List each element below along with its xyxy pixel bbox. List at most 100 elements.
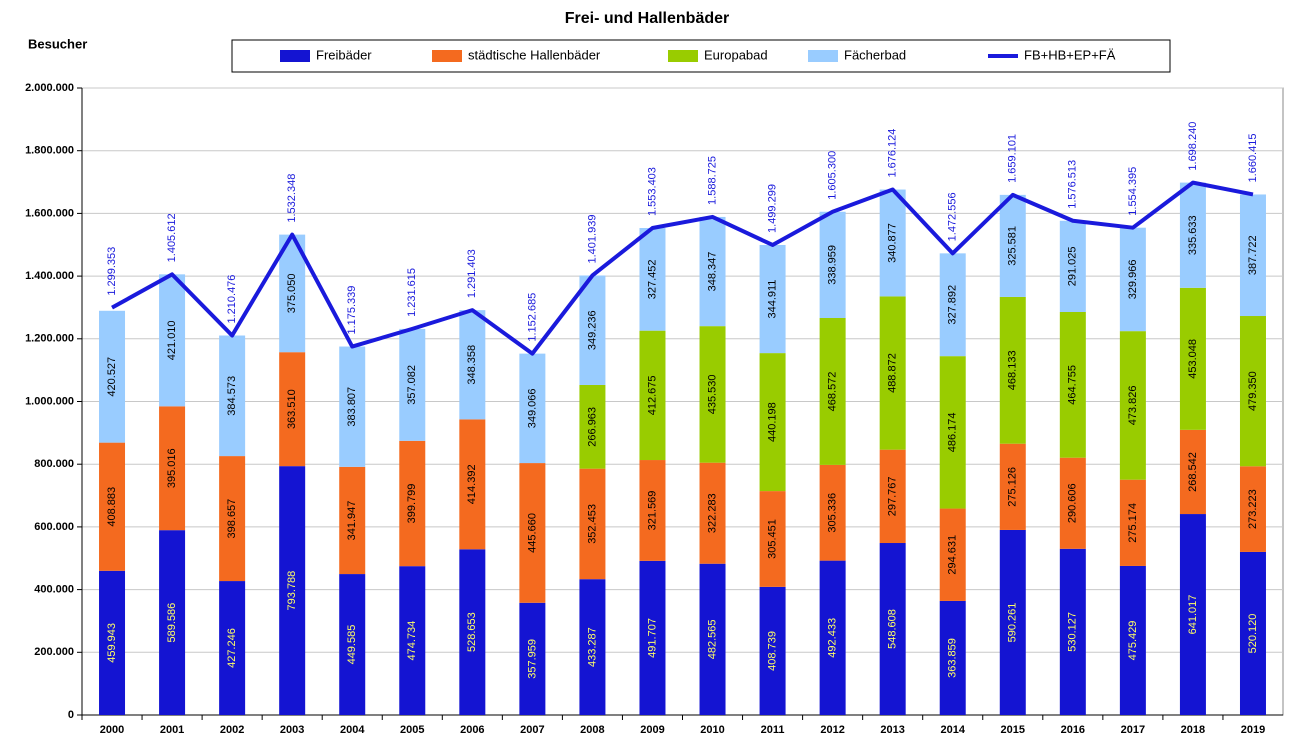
- value-label: 440.198: [766, 402, 778, 442]
- value-label: 464.755: [1067, 365, 1079, 405]
- y-tick-label: 1.600.000: [25, 207, 74, 219]
- value-label: 275.126: [1007, 467, 1019, 507]
- value-label: 399.799: [406, 484, 418, 524]
- value-label: 1.152.685: [526, 293, 538, 342]
- value-label: 322.283: [706, 493, 718, 533]
- value-label: 305.451: [766, 519, 778, 559]
- bar-segment: [879, 543, 906, 715]
- value-label: 375.050: [286, 274, 298, 314]
- bar-segment: [1119, 479, 1146, 566]
- bar-segment: [1239, 316, 1266, 467]
- bar-segment: [219, 581, 246, 715]
- value-label: 344.911: [766, 280, 778, 319]
- bar-segment: [819, 318, 846, 465]
- x-tick-label: 2003: [280, 724, 304, 736]
- value-label: 1.553.403: [646, 167, 658, 216]
- bar-segment: [999, 529, 1026, 715]
- bar-segment: [99, 310, 126, 443]
- value-label: 352.453: [586, 504, 598, 544]
- value-label: 294.631: [947, 535, 959, 575]
- value-label: 349.236: [586, 310, 598, 350]
- y-axis-label: Besucher: [28, 36, 87, 51]
- value-label: 273.223: [1247, 489, 1259, 529]
- bar-segment: [819, 464, 846, 561]
- y-tick-label: 800.000: [34, 458, 74, 470]
- x-tick-label: 2005: [400, 724, 424, 736]
- value-label: 641.017: [1187, 595, 1199, 635]
- value-label: 1.499.299: [766, 184, 778, 233]
- bar-segment: [1179, 429, 1206, 515]
- value-label: 266.963: [586, 407, 598, 447]
- value-label: 421.010: [166, 320, 178, 360]
- value-label: 420.527: [106, 357, 118, 397]
- bar-segment: [1179, 182, 1206, 288]
- value-label: 449.585: [346, 625, 358, 665]
- bar-segment: [279, 466, 306, 715]
- value-label: 488.872: [887, 353, 899, 393]
- bar-segment: [999, 194, 1026, 297]
- value-label: 486.174: [947, 412, 959, 452]
- value-label: 1.676.124: [887, 129, 899, 178]
- legend-swatch: [808, 50, 838, 62]
- bar-segment: [339, 346, 366, 467]
- x-tick-label: 2012: [820, 724, 844, 736]
- value-label: 305.336: [827, 493, 839, 533]
- bar-segment: [339, 574, 366, 715]
- bar-segment: [579, 579, 606, 715]
- total-line: [111, 180, 1254, 356]
- value-label: 1.291.403: [466, 249, 478, 298]
- value-label: 1.554.395: [1127, 167, 1139, 216]
- value-label: 327.892: [947, 285, 959, 325]
- bar-segment: [939, 356, 966, 509]
- value-label: 363.510: [286, 389, 298, 429]
- y-tick-label: 600.000: [34, 521, 74, 533]
- bar-segment: [459, 549, 486, 715]
- value-label: 1.231.615: [406, 268, 418, 317]
- value-label: 589.586: [166, 603, 178, 643]
- value-label: 412.675: [646, 375, 658, 415]
- bar-segment: [879, 449, 906, 544]
- legend-label: Fächerbad: [844, 47, 906, 62]
- value-label: 325.581: [1007, 226, 1019, 266]
- x-tick-label: 2014: [940, 724, 965, 736]
- value-label: 1.472.556: [947, 192, 959, 241]
- value-label: 473.826: [1127, 386, 1139, 426]
- bar-segment: [579, 384, 606, 469]
- bar-segment: [459, 419, 486, 550]
- value-label: 384.573: [226, 376, 238, 416]
- value-label: 433.287: [586, 627, 598, 667]
- value-label: 398.657: [226, 499, 238, 539]
- bar-segment: [759, 353, 786, 492]
- legend-label: Europabad: [704, 47, 768, 62]
- legend-swatch: [280, 50, 310, 62]
- value-label: 1.405.612: [166, 213, 178, 262]
- value-label: 408.739: [766, 631, 778, 671]
- x-tick-label: 2015: [1001, 724, 1025, 736]
- value-label: 414.392: [466, 464, 478, 504]
- x-tick-label: 2006: [460, 724, 484, 736]
- value-label: 387.722: [1247, 235, 1259, 275]
- value-label: 1.299.353: [106, 247, 118, 296]
- bar-segment: [399, 440, 426, 567]
- bar-segment: [219, 335, 246, 457]
- bar-segment: [579, 468, 606, 580]
- value-label: 475.429: [1127, 621, 1139, 661]
- value-label: 395.016: [166, 448, 178, 488]
- chart-title: Frei- und Hallenbäder: [565, 10, 729, 27]
- legend-label: Freibäder: [316, 47, 372, 62]
- value-label: 268.542: [1187, 452, 1199, 492]
- bar-segment: [1239, 551, 1266, 715]
- bar-segment: [1119, 565, 1146, 715]
- bar-segment: [519, 353, 546, 464]
- bar-segment: [399, 566, 426, 715]
- bar-segment: [339, 466, 366, 575]
- value-label: 348.347: [706, 252, 718, 292]
- value-label: 338.959: [827, 245, 839, 285]
- legend-swatch: [432, 50, 462, 62]
- bar-segment: [879, 189, 906, 297]
- y-tick-label: 1.200.000: [25, 333, 74, 345]
- value-label: 1.210.476: [226, 275, 238, 324]
- bar-segment: [699, 563, 726, 715]
- bar-segment: [939, 253, 966, 357]
